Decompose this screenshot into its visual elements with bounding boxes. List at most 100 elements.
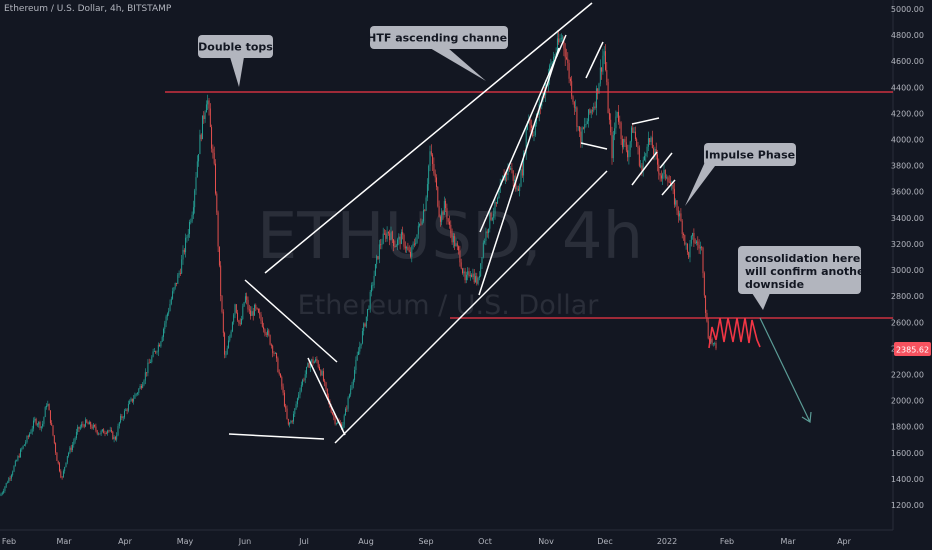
- wedge-upper-line[interactable]: [244, 279, 338, 363]
- candle-body: [10, 475, 12, 479]
- candle-body: [368, 308, 370, 310]
- price-tick-label: 3600.00: [891, 188, 924, 197]
- watermark-ticker: ETHUSD, 4h: [257, 200, 643, 274]
- wedge-lower-line[interactable]: [307, 357, 346, 436]
- candle-body: [443, 200, 445, 215]
- time-tick-label: Oct: [478, 537, 492, 546]
- candle-body: [534, 123, 536, 135]
- candle-body: [472, 273, 474, 278]
- candle-body: [152, 351, 154, 357]
- jan-flag-lower-line[interactable]: [631, 151, 658, 186]
- candle-body: [659, 173, 661, 176]
- candle-body: [367, 308, 369, 317]
- time-tick-label: Dec: [597, 537, 612, 546]
- time-axis[interactable]: Feb Mar Apr May Jun Jul Aug Sep Oct Nov Dec 2022 Feb…: [2, 537, 852, 546]
- candle-body: [161, 336, 163, 342]
- candle-body: [5, 482, 7, 487]
- consolidation-label-line-2: will confirm another: [745, 265, 870, 278]
- candle-body: [469, 274, 471, 277]
- candle-body: [148, 362, 150, 364]
- candle-body: [629, 141, 631, 151]
- candle-body: [463, 271, 465, 274]
- double-tops-label: Double tops: [198, 41, 273, 54]
- candle-body: [421, 221, 423, 225]
- candle-body: [160, 341, 162, 347]
- candle-body: [191, 214, 193, 222]
- projected-consolidation-zigzag[interactable]: [708, 317, 761, 349]
- candle-body: [16, 460, 18, 462]
- rally-flag-lower-line[interactable]: [478, 47, 560, 296]
- candle-body: [35, 418, 37, 425]
- candle-body: [402, 232, 404, 235]
- candle-body: [133, 398, 135, 402]
- jan-flag-upper-line[interactable]: [631, 117, 660, 125]
- candle-body: [365, 316, 367, 327]
- candle-body: [306, 366, 307, 375]
- candle-body: [455, 243, 457, 247]
- impulse-phase-callout[interactable]: Impulse Phase: [685, 143, 796, 206]
- candle-body: [343, 415, 345, 425]
- symbol-title[interactable]: Ethereum / U.S. Dollar, 4h, BITSTAMP: [4, 4, 172, 14]
- candle-body: [391, 231, 393, 240]
- candle-body: [100, 431, 102, 435]
- consolidation-callout[interactable]: consolidation here will confirm another …: [738, 246, 870, 310]
- candle-body: [202, 115, 203, 140]
- mini-flag-lower-line[interactable]: [661, 179, 676, 196]
- double-tops-callout[interactable]: Double tops: [198, 35, 273, 87]
- candle-body: [385, 233, 387, 239]
- candle-body: [580, 131, 582, 144]
- candle-body: [673, 188, 675, 205]
- candle-body: [426, 184, 428, 198]
- candle-body: [295, 404, 297, 409]
- candle-body: [377, 256, 379, 260]
- candle-body: [342, 424, 344, 430]
- price-tick-label: 4000.00: [891, 136, 924, 145]
- channel-lower-line[interactable]: [334, 170, 608, 444]
- candle-body: [571, 81, 573, 97]
- htf-channel-callout[interactable]: HTF ascending channel: [367, 26, 511, 81]
- candle-body: [126, 409, 128, 411]
- candle-body: [611, 132, 613, 159]
- candle-body: [387, 231, 389, 234]
- candle-body: [39, 421, 41, 429]
- mini-flag-upper-line[interactable]: [659, 152, 673, 169]
- candle-body: [594, 106, 596, 108]
- candle-body: [490, 212, 492, 220]
- candle-body: [601, 67, 603, 72]
- candle-body: [473, 273, 475, 283]
- candle-body: [393, 239, 395, 247]
- candle-body: [459, 250, 461, 263]
- candle-body: [471, 274, 473, 278]
- price-tick-label: 2000.00: [891, 397, 924, 406]
- candle-body: [213, 152, 215, 164]
- consolidation-floor-line[interactable]: [228, 433, 325, 440]
- candle-body: [49, 410, 51, 424]
- candle-body: [498, 192, 500, 198]
- forecast-down-arrow[interactable]: [759, 317, 812, 424]
- price-axis[interactable]: 1200.00 1400.00 1600.00 1800.00 2000.00 2200.…: [891, 5, 924, 510]
- candle-body: [625, 142, 627, 151]
- candle-body: [525, 129, 527, 154]
- candle-body: [278, 372, 280, 374]
- candle-body: [70, 447, 72, 451]
- candle-body: [462, 268, 463, 274]
- dec-flag-upper-line[interactable]: [585, 41, 604, 79]
- candle-body: [290, 420, 292, 424]
- price-tick-label: 4800.00: [891, 31, 924, 40]
- channel-upper-line[interactable]: [264, 2, 593, 274]
- candle-body: [606, 70, 608, 83]
- candle-body: [576, 107, 578, 127]
- rally-flag-upper-line[interactable]: [479, 34, 567, 233]
- price-tick-label: 1200.00: [891, 501, 924, 510]
- candle-body: [433, 164, 435, 174]
- candle-body: [352, 379, 354, 385]
- candle-body: [564, 48, 566, 58]
- candle-body: [320, 370, 322, 376]
- dec-flag-lower-line[interactable]: [580, 142, 608, 150]
- candle-body: [688, 252, 690, 258]
- time-tick-label: Jun: [238, 537, 252, 546]
- candle-body: [475, 276, 476, 283]
- last-price-tag[interactable]: 2385.62: [894, 342, 931, 356]
- candle-body: [151, 356, 153, 363]
